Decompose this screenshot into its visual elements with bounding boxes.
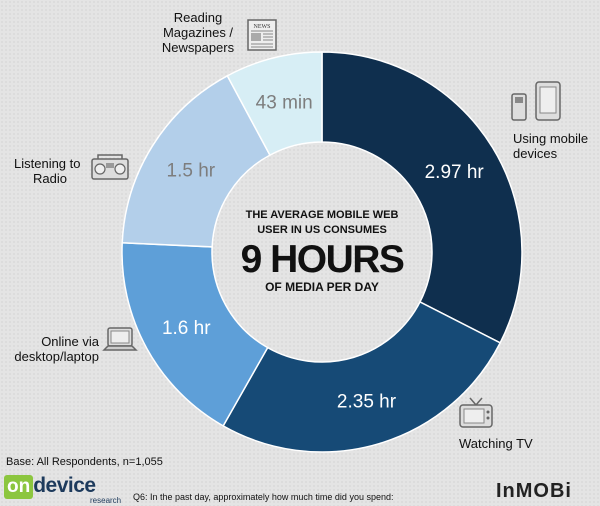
donut-slice-4 [226,51,323,157]
label-line: desktop/laptop [14,349,99,364]
inmobi-logo: InMOBi [496,480,572,502]
label-line: devices [513,146,558,161]
label-line: Radio [33,171,67,186]
slice-value-label-4: 43 min [256,93,313,114]
label-watching-tv: Watching TV [459,436,533,451]
laptop-icon [102,327,138,351]
label-line: Magazines / [162,25,234,40]
television-icon [459,397,493,428]
label-line: Using mobile [513,131,589,146]
slice-value-labels: 2.97 hr 2.35 hr 1.6 hr 1.5 hr 43 min [162,93,484,413]
radio-icon [91,154,129,180]
slice-value-label-3: 1.5 hr [167,160,216,181]
logo-device: device [33,474,96,497]
donut-slice-0 [321,51,523,344]
slice-value-label-0: 2.97 hr [425,162,485,183]
newspaper-icon: NEWS [247,19,277,51]
donut-slice-1 [222,300,502,453]
label-line: Listening to [14,156,81,171]
label-online-desktop-laptop: Online via desktop/laptop [3,334,99,364]
center-line-1: THE AVERAGE MOBILE WEB [246,209,399,221]
survey-question: Q6: In the past day, approximately how m… [133,492,394,502]
logo-on: on [4,475,34,499]
ondevice-research-logo: on device research [4,474,121,505]
label-line: Watching TV [459,436,533,451]
slice-value-label-1: 2.35 hr [337,391,397,412]
donut-slice-3 [121,74,271,248]
base-note: Base: All Respondents, n=1,055 [6,456,163,468]
label-line: Reading [173,10,223,25]
newspaper-icon-text: NEWS [254,24,271,30]
donut-slices [121,51,523,453]
center-big-text: 9 HOURS [241,238,404,281]
label-listening-radio: Listening to Radio [14,156,86,186]
slice-value-label-2: 1.6 hr [162,318,211,339]
center-text-group: THE AVERAGE MOBILE WEB USER IN US CONSUM… [241,209,406,294]
center-line-3: OF MEDIA PER DAY [265,280,379,294]
label-using-mobile-devices: Using mobile devices [513,131,588,161]
center-line-2: USER IN US CONSUMES [257,224,387,236]
mobile-phone-tablet-icon [511,81,561,121]
donut-slice-2 [121,241,269,427]
label-reading-magazines-newspapers: Reading Magazines / Newspapers [150,10,246,55]
label-line: Online via [41,334,99,349]
logo-research: research [90,496,122,505]
label-line: Newspapers [161,40,235,55]
